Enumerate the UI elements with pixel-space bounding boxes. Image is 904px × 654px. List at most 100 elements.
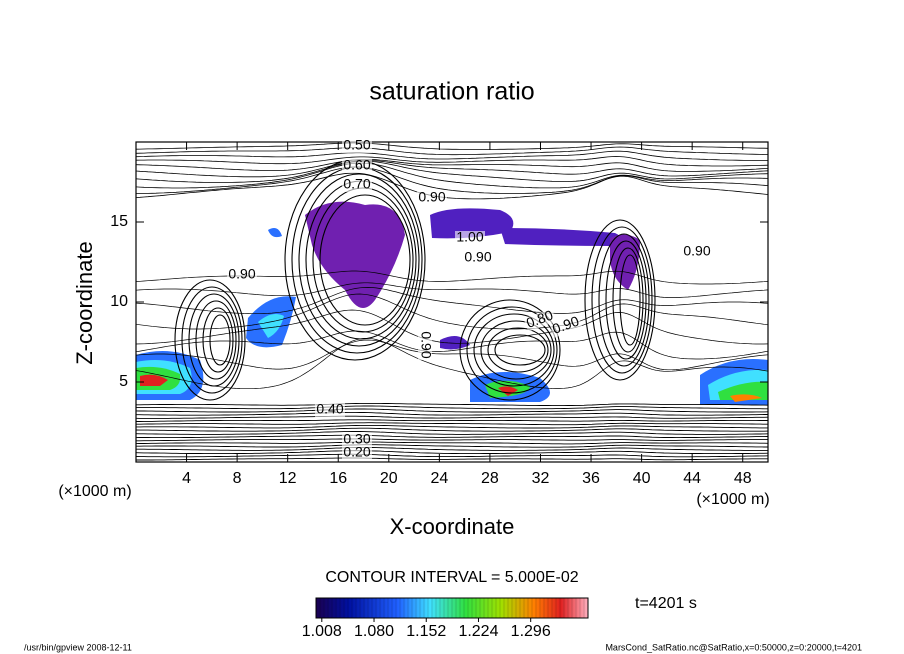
contour-line xyxy=(136,453,768,458)
contour-line xyxy=(136,408,768,413)
contour-line xyxy=(136,142,768,150)
x-tick-label: 20 xyxy=(380,470,398,487)
y-axis-label: Z-coordinate xyxy=(72,241,97,365)
contour-line xyxy=(136,415,768,419)
contour-line xyxy=(605,240,647,360)
contour-label: 0.90 xyxy=(683,243,710,259)
x-unit-label-right: (×1000 m) xyxy=(696,491,769,508)
contour-line xyxy=(174,279,246,401)
x-tick-label: 24 xyxy=(430,470,448,487)
contour-line xyxy=(136,450,768,455)
contour-label-bg xyxy=(417,191,447,205)
contour-line xyxy=(619,254,641,346)
contour-label-bg xyxy=(463,251,493,265)
contour-label-bg xyxy=(342,159,372,173)
footer-right: MarsCond_SatRatio.nc@SatRatio,x=0:50000,… xyxy=(605,642,862,652)
contour-label: 0.70 xyxy=(343,176,370,192)
x-tick-label: 12 xyxy=(279,470,297,487)
x-tick-label: 8 xyxy=(233,470,242,487)
x-axis-label: X-coordinate xyxy=(390,514,515,539)
contour-line xyxy=(136,337,768,390)
colorbar-tick-label: 1.224 xyxy=(458,623,498,640)
contour-line xyxy=(136,447,768,451)
y-tick-label: 15 xyxy=(110,213,128,230)
contour-label-bg xyxy=(315,403,345,417)
contour-line xyxy=(136,441,768,445)
contour-line xyxy=(136,339,768,371)
contour-line xyxy=(591,226,653,374)
contour-line xyxy=(136,160,768,183)
contour-line xyxy=(202,307,234,373)
contour-line xyxy=(136,427,768,432)
shaded-regions xyxy=(136,201,768,405)
contour-line xyxy=(136,172,768,200)
contour-label: 0.60 xyxy=(343,157,370,173)
x-tick-label: 48 xyxy=(734,470,752,487)
contour-line xyxy=(459,299,561,401)
y-tick-label: 5 xyxy=(119,373,128,390)
contour-label-bg xyxy=(549,314,583,338)
contour-line xyxy=(136,424,768,429)
contour-label-bg xyxy=(523,308,557,332)
contour-line xyxy=(136,438,768,442)
contour-label-bg xyxy=(682,245,712,259)
colorbar xyxy=(315,597,589,619)
contour-label: 1.00 xyxy=(456,229,483,245)
contour-line xyxy=(136,419,768,422)
contour-label: 0.50 xyxy=(343,137,370,153)
contour-label: 0.40 xyxy=(316,401,343,417)
contour-line xyxy=(136,330,768,360)
contour-line xyxy=(136,434,768,439)
contour-label-bg xyxy=(227,268,257,282)
contour-label-bg xyxy=(342,178,372,192)
contour-line xyxy=(188,293,240,387)
contour-line xyxy=(136,160,768,178)
contour-line xyxy=(319,194,411,326)
x-tick-label: 32 xyxy=(532,470,550,487)
contour-line xyxy=(181,286,243,394)
contour-line xyxy=(136,162,768,189)
contour-line xyxy=(473,313,555,387)
contour-line xyxy=(209,314,231,366)
y-tick-label: 10 xyxy=(110,293,128,310)
colorbar-tick-label: 1.080 xyxy=(354,623,394,640)
colorbar-tick-label: 1.152 xyxy=(406,623,446,640)
contour-line xyxy=(136,411,768,416)
contour-line xyxy=(136,422,768,426)
contour-line xyxy=(195,300,237,380)
contour-interval: CONTOUR INTERVAL = 5.000E-02 xyxy=(325,569,578,586)
contour-line xyxy=(136,159,768,172)
colorbar-tick-label: 1.296 xyxy=(511,623,551,640)
contour-label: 0.90 xyxy=(418,331,434,358)
contour-line xyxy=(136,402,768,407)
contour-label: 0.90 xyxy=(228,266,255,282)
x-tick-label: 44 xyxy=(683,470,701,487)
contour-line xyxy=(487,327,549,373)
contour-line xyxy=(136,150,768,161)
colorbar-tick-label: 1.008 xyxy=(302,623,342,640)
contour-label: 0.90 xyxy=(464,249,491,265)
time-label: t=4201 s xyxy=(635,595,697,612)
contour-line xyxy=(136,166,768,194)
contour-line xyxy=(136,431,768,435)
x-unit-label: (×1000 m) xyxy=(58,483,131,500)
contour-line xyxy=(136,156,768,167)
contour-line xyxy=(136,405,768,410)
x-tick-label: 4 xyxy=(182,470,191,487)
contour-line xyxy=(612,247,644,353)
contour-line xyxy=(136,444,768,448)
chart-title: saturation ratio xyxy=(369,78,534,106)
contour-label: 0.90 xyxy=(418,189,445,205)
contour-line xyxy=(298,173,420,347)
contour-label-bg xyxy=(418,330,432,360)
footer-left: /usr/bin/gpview 2008-12-11 xyxy=(24,642,132,652)
contour-line xyxy=(494,334,546,366)
contour-line xyxy=(584,219,656,381)
contour-label: 0.30 xyxy=(343,431,370,447)
contour-lines xyxy=(136,142,768,461)
contour-line xyxy=(136,146,768,156)
x-tick-label: 16 xyxy=(329,470,347,487)
x-tick-label: 40 xyxy=(633,470,651,487)
x-tick-label: 28 xyxy=(481,470,499,487)
